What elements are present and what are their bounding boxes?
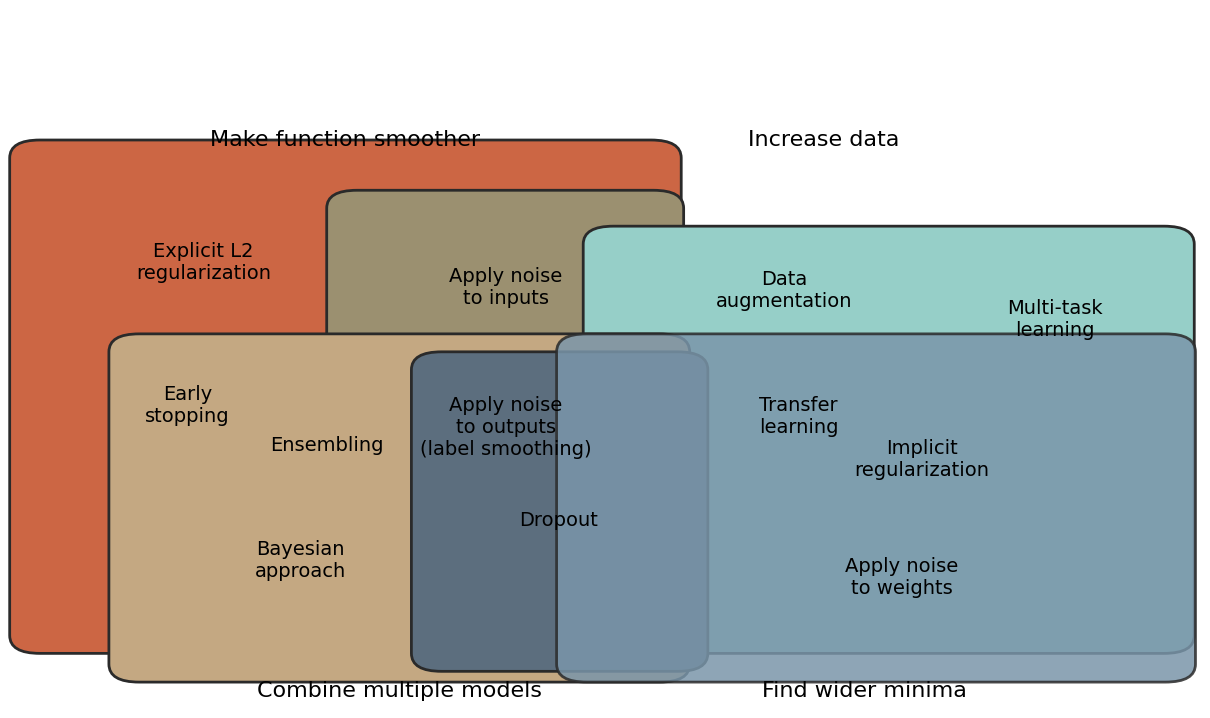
Text: Transfer
learning: Transfer learning: [759, 396, 839, 437]
Text: Ensembling: Ensembling: [270, 436, 384, 454]
FancyBboxPatch shape: [411, 352, 708, 671]
Text: Data
augmentation: Data augmentation: [716, 270, 852, 312]
Text: Apply noise
to inputs: Apply noise to inputs: [449, 266, 563, 308]
Text: Apply noise
to outputs
(label smoothing): Apply noise to outputs (label smoothing): [420, 396, 592, 459]
FancyBboxPatch shape: [327, 190, 684, 617]
Text: Find wider minima: Find wider minima: [762, 681, 967, 701]
Text: Multi-task
learning: Multi-task learning: [1007, 299, 1104, 340]
FancyBboxPatch shape: [583, 226, 1194, 653]
Text: Early
stopping: Early stopping: [145, 385, 230, 426]
FancyBboxPatch shape: [10, 140, 681, 653]
FancyBboxPatch shape: [557, 334, 1195, 682]
Text: Implicit
regularization: Implicit regularization: [854, 439, 990, 480]
FancyBboxPatch shape: [109, 334, 690, 682]
Text: Explicit L2
regularization: Explicit L2 regularization: [136, 241, 271, 283]
Text: Dropout: Dropout: [519, 511, 599, 530]
Text: Apply noise
to weights: Apply noise to weights: [845, 557, 958, 599]
Text: Combine multiple models: Combine multiple models: [257, 681, 542, 701]
Text: Bayesian
approach: Bayesian approach: [254, 539, 346, 581]
Text: Increase data: Increase data: [748, 130, 899, 150]
Text: Make function smoother: Make function smoother: [209, 130, 480, 150]
